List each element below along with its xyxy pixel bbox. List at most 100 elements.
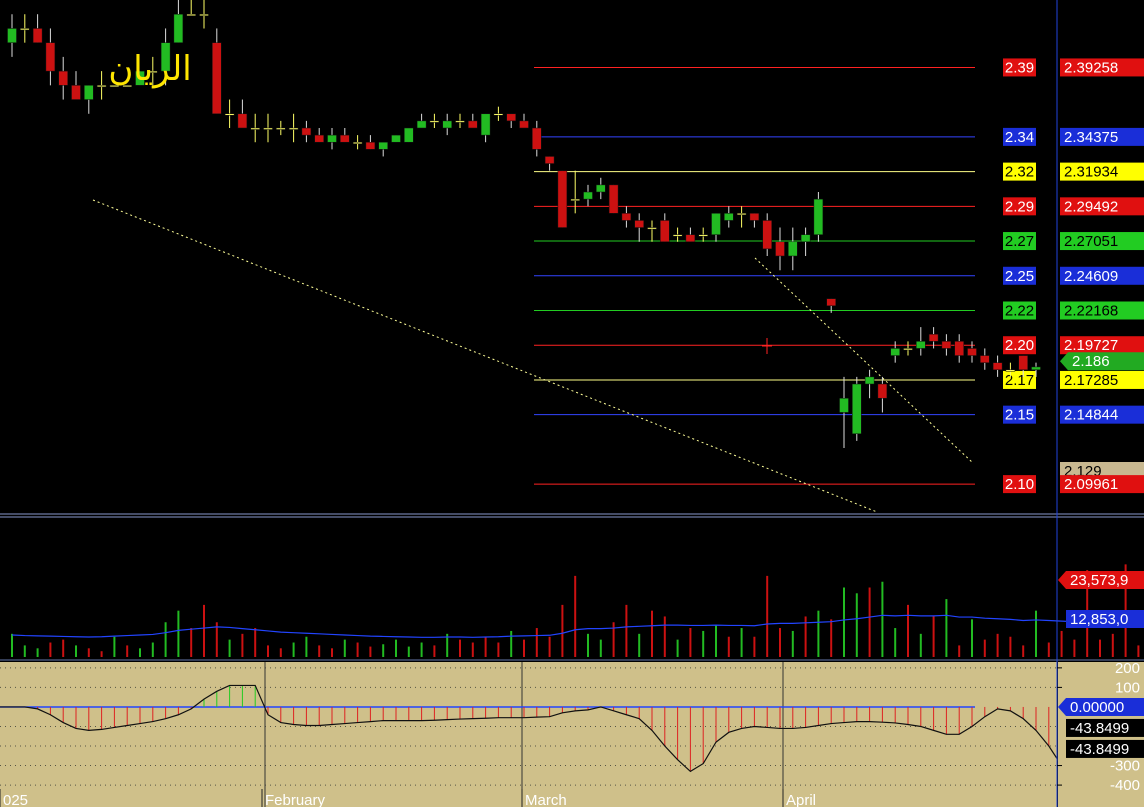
candle [480, 113, 491, 143]
candle [84, 85, 94, 114]
candle-body [135, 70, 145, 86]
candle-body [45, 42, 56, 72]
candle-body [647, 227, 657, 230]
price-label-text: 2.19727 [1064, 337, 1118, 354]
candle-body [557, 170, 568, 228]
candle [941, 334, 952, 356]
candle [698, 227, 708, 242]
candle-body [148, 70, 158, 73]
price-label: 2.186 [1060, 352, 1144, 371]
candle [20, 14, 30, 43]
candle [749, 213, 760, 228]
volume-label-text: 23,573,9 [1070, 572, 1128, 589]
fib-tag-text: 2.39 [1005, 59, 1034, 76]
candle-body [544, 156, 555, 164]
candle-body [852, 383, 862, 435]
price-label-box [1060, 162, 1144, 181]
candle [365, 135, 376, 150]
fib-tag-box [1003, 405, 1036, 424]
candle-body [903, 348, 913, 351]
candle [1031, 362, 1041, 377]
candle-body [480, 113, 491, 136]
osc-value-label-box [1058, 697, 1144, 716]
fib-tag-box [1003, 162, 1036, 181]
candle-body [660, 220, 670, 243]
osc-value-label: -43.8499 [1066, 718, 1144, 737]
candle-body [672, 234, 683, 237]
candle-body [186, 13, 196, 16]
candle [647, 220, 657, 242]
fib-level-tag: 2.27 [1003, 232, 1036, 251]
candle-body [212, 42, 222, 115]
candle-body [391, 134, 401, 143]
candle-body [941, 341, 952, 349]
price-label-box [1060, 197, 1144, 216]
candle-body [864, 376, 875, 385]
fib-tag-text: 2.17 [1005, 372, 1034, 389]
fib-tag-text: 2.25 [1005, 268, 1034, 285]
price-label: 2.31934 [1060, 162, 1144, 181]
candle [1018, 355, 1028, 377]
osc-value-label-text: -43.8499 [1070, 720, 1129, 737]
candle-body [506, 113, 516, 122]
candle-body [916, 341, 926, 349]
osc-axis-label: -300 [1110, 758, 1140, 775]
candle-body [365, 141, 376, 150]
candle [928, 327, 939, 349]
grid-lines [0, 662, 1057, 807]
candle [544, 156, 555, 171]
candle-body [288, 127, 299, 130]
candle-body [416, 120, 427, 129]
price-label-text: 2.34375 [1064, 129, 1118, 146]
candle [237, 99, 248, 129]
candle [276, 120, 286, 136]
candle-body [199, 13, 209, 16]
price-label-text: 2.39258 [1064, 59, 1118, 76]
price-label-text: 2.29492 [1064, 198, 1118, 215]
fib-tag-box [1003, 301, 1036, 320]
volume-label-box [1058, 571, 1144, 589]
fib-level-tag: 2.29 [1003, 197, 1036, 216]
osc-value-label-box [1066, 718, 1144, 737]
candle-body [826, 298, 836, 307]
candle-body [532, 127, 542, 150]
candle [416, 113, 427, 129]
candle [980, 348, 990, 370]
price-label-box [1060, 127, 1144, 146]
candle [327, 128, 337, 150]
price-label: 2.34375 [1060, 127, 1144, 146]
osc-value-label-text: 0.00000 [1070, 699, 1124, 716]
osc-value-label-box [1066, 739, 1144, 758]
candle-body [58, 70, 68, 86]
candle [634, 213, 644, 242]
candle [263, 113, 273, 143]
candle-body [314, 134, 324, 143]
candle-body [1031, 366, 1041, 371]
candle [532, 120, 542, 157]
candle [660, 213, 670, 243]
candle [519, 113, 529, 129]
candle [314, 128, 324, 143]
fib-tag-text: 2.22 [1005, 302, 1034, 319]
candle [954, 334, 964, 363]
candle [839, 376, 849, 448]
fib-tag-box [1003, 475, 1036, 494]
candle [890, 341, 900, 363]
fib-tag-box [1003, 336, 1036, 355]
candle [672, 227, 683, 242]
candle-body [224, 113, 235, 116]
candle [442, 113, 452, 136]
candle [352, 135, 363, 150]
candle [288, 113, 299, 143]
price-label-text: 2.09961 [1064, 476, 1118, 493]
candle [813, 192, 824, 242]
candle [621, 206, 632, 228]
volume-ma-label: 12,853,0 [1066, 610, 1144, 628]
candle-body [1018, 355, 1028, 371]
candle-body [762, 220, 772, 250]
candle-body [96, 85, 107, 88]
candle [378, 141, 388, 157]
price-label: 2.09961 [1060, 475, 1144, 494]
fib-level-tag: 2.10 [1003, 475, 1036, 494]
